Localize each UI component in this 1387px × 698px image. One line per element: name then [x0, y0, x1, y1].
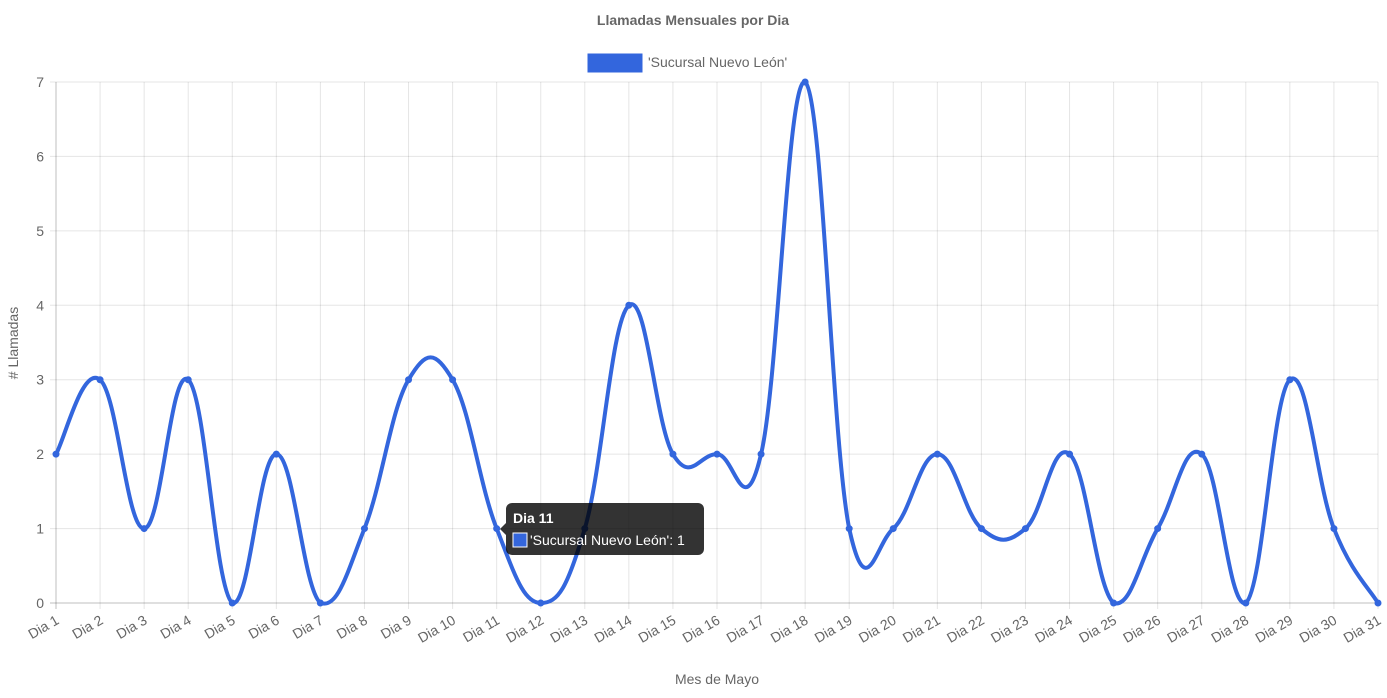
x-tick-label: Dia 6	[246, 612, 282, 642]
series-layer	[52, 78, 1382, 607]
y-axis-title: # Llamadas	[5, 307, 21, 379]
x-tick-label: Dia 10	[415, 612, 458, 646]
data-point[interactable]	[316, 599, 324, 607]
data-point[interactable]	[184, 376, 192, 384]
tooltip-caret	[500, 523, 506, 535]
data-point[interactable]	[625, 301, 633, 309]
data-point[interactable]	[1154, 525, 1162, 533]
data-point[interactable]	[405, 376, 413, 384]
data-point[interactable]	[1242, 599, 1250, 607]
data-point[interactable]	[1066, 450, 1074, 458]
tooltip-swatch	[512, 532, 528, 548]
y-tick-label: 1	[36, 521, 44, 537]
legend-swatch	[587, 53, 643, 73]
x-tick-label: Dia 26	[1120, 612, 1163, 646]
data-point[interactable]	[272, 450, 280, 458]
data-point[interactable]	[713, 450, 721, 458]
x-tick-label: Dia 21	[900, 612, 943, 646]
y-tick-label: 0	[36, 595, 44, 611]
data-point[interactable]	[449, 376, 457, 384]
legend-label: 'Sucursal Nuevo León'	[648, 54, 787, 70]
data-point[interactable]	[889, 525, 897, 533]
data-point[interactable]	[933, 450, 941, 458]
x-tick-label: Dia 27	[1164, 612, 1207, 646]
x-tick-label: Dia 22	[944, 612, 987, 646]
y-tick-label: 3	[36, 372, 44, 388]
x-tick-label: Dia 31	[1340, 612, 1383, 646]
x-tick-label: Dia 5	[201, 612, 237, 642]
x-tick-label: Dia 2	[69, 612, 105, 642]
data-point[interactable]	[1110, 599, 1118, 607]
x-tick-label: Dia 15	[635, 612, 678, 646]
y-tick-label: 7	[36, 74, 44, 90]
data-point[interactable]	[537, 599, 545, 607]
grid	[50, 81, 1379, 609]
chart-title: Llamadas Mensuales por Dia	[597, 12, 789, 28]
x-axis-title: Mes de Mayo	[675, 671, 759, 687]
tooltip-text: 'Sucursal Nuevo León': 1	[530, 532, 685, 548]
data-point[interactable]	[1021, 525, 1029, 533]
x-tick-label: Dia 9	[378, 612, 414, 642]
x-tick-label: Dia 14	[591, 612, 634, 646]
y-tick-label: 6	[36, 148, 44, 164]
x-tick-label: Dia 25	[1076, 612, 1119, 646]
x-tick-label: Dia 7	[290, 612, 326, 642]
x-tick-label: Dia 28	[1208, 612, 1251, 646]
data-point[interactable]	[757, 450, 765, 458]
tooltip-title: Dia 11	[513, 510, 554, 526]
labels: 0 1 2 3 4 5 6 7 Dia 1 Dia 2 Dia 3 Dia 4 Dia 5 Dia 6 Di…	[25, 74, 1383, 646]
x-tick-label: Dia 1	[25, 612, 61, 642]
data-point[interactable]	[801, 78, 809, 86]
y-tick-label: 4	[36, 297, 44, 313]
x-tick-label: Dia 30	[1296, 612, 1339, 646]
x-tick-label: Dia 24	[1032, 612, 1075, 646]
x-tick-label: Dia 20	[856, 612, 899, 646]
data-point[interactable]	[1330, 525, 1338, 533]
tooltip: Dia 11 'Sucursal Nuevo León': 1	[500, 503, 704, 555]
x-tick-label: Dia 11	[460, 612, 502, 646]
x-tick-label: Dia 18	[768, 612, 811, 646]
x-tick-label: Dia 13	[547, 612, 590, 646]
data-point[interactable]	[1286, 376, 1294, 384]
y-tick-label: 2	[36, 446, 44, 462]
x-tick-label: Dia 16	[679, 612, 722, 646]
data-point[interactable]	[1374, 599, 1382, 607]
data-point[interactable]	[140, 525, 148, 533]
data-point[interactable]	[96, 376, 104, 384]
x-tick-label: Dia 23	[988, 612, 1031, 646]
x-tick-label: Dia 17	[724, 612, 767, 646]
x-tick-label: Dia 4	[157, 612, 193, 642]
data-point[interactable]	[52, 450, 60, 458]
data-point[interactable]	[493, 525, 501, 533]
x-tick-label: Dia 12	[503, 612, 546, 646]
x-tick-label: Dia 8	[334, 612, 370, 642]
data-point[interactable]	[977, 525, 985, 533]
x-tick-label: Dia 29	[1252, 612, 1295, 646]
data-point[interactable]	[1198, 450, 1206, 458]
legend[interactable]: 'Sucursal Nuevo León'	[587, 53, 787, 73]
data-point[interactable]	[845, 525, 853, 533]
y-tick-label: 5	[36, 223, 44, 239]
tooltip-box	[506, 503, 704, 555]
data-point[interactable]	[669, 450, 677, 458]
x-tick-label: Dia 3	[113, 612, 149, 642]
x-tick-label: Dia 19	[812, 612, 855, 646]
data-point[interactable]	[228, 599, 236, 607]
data-point[interactable]	[360, 525, 368, 533]
